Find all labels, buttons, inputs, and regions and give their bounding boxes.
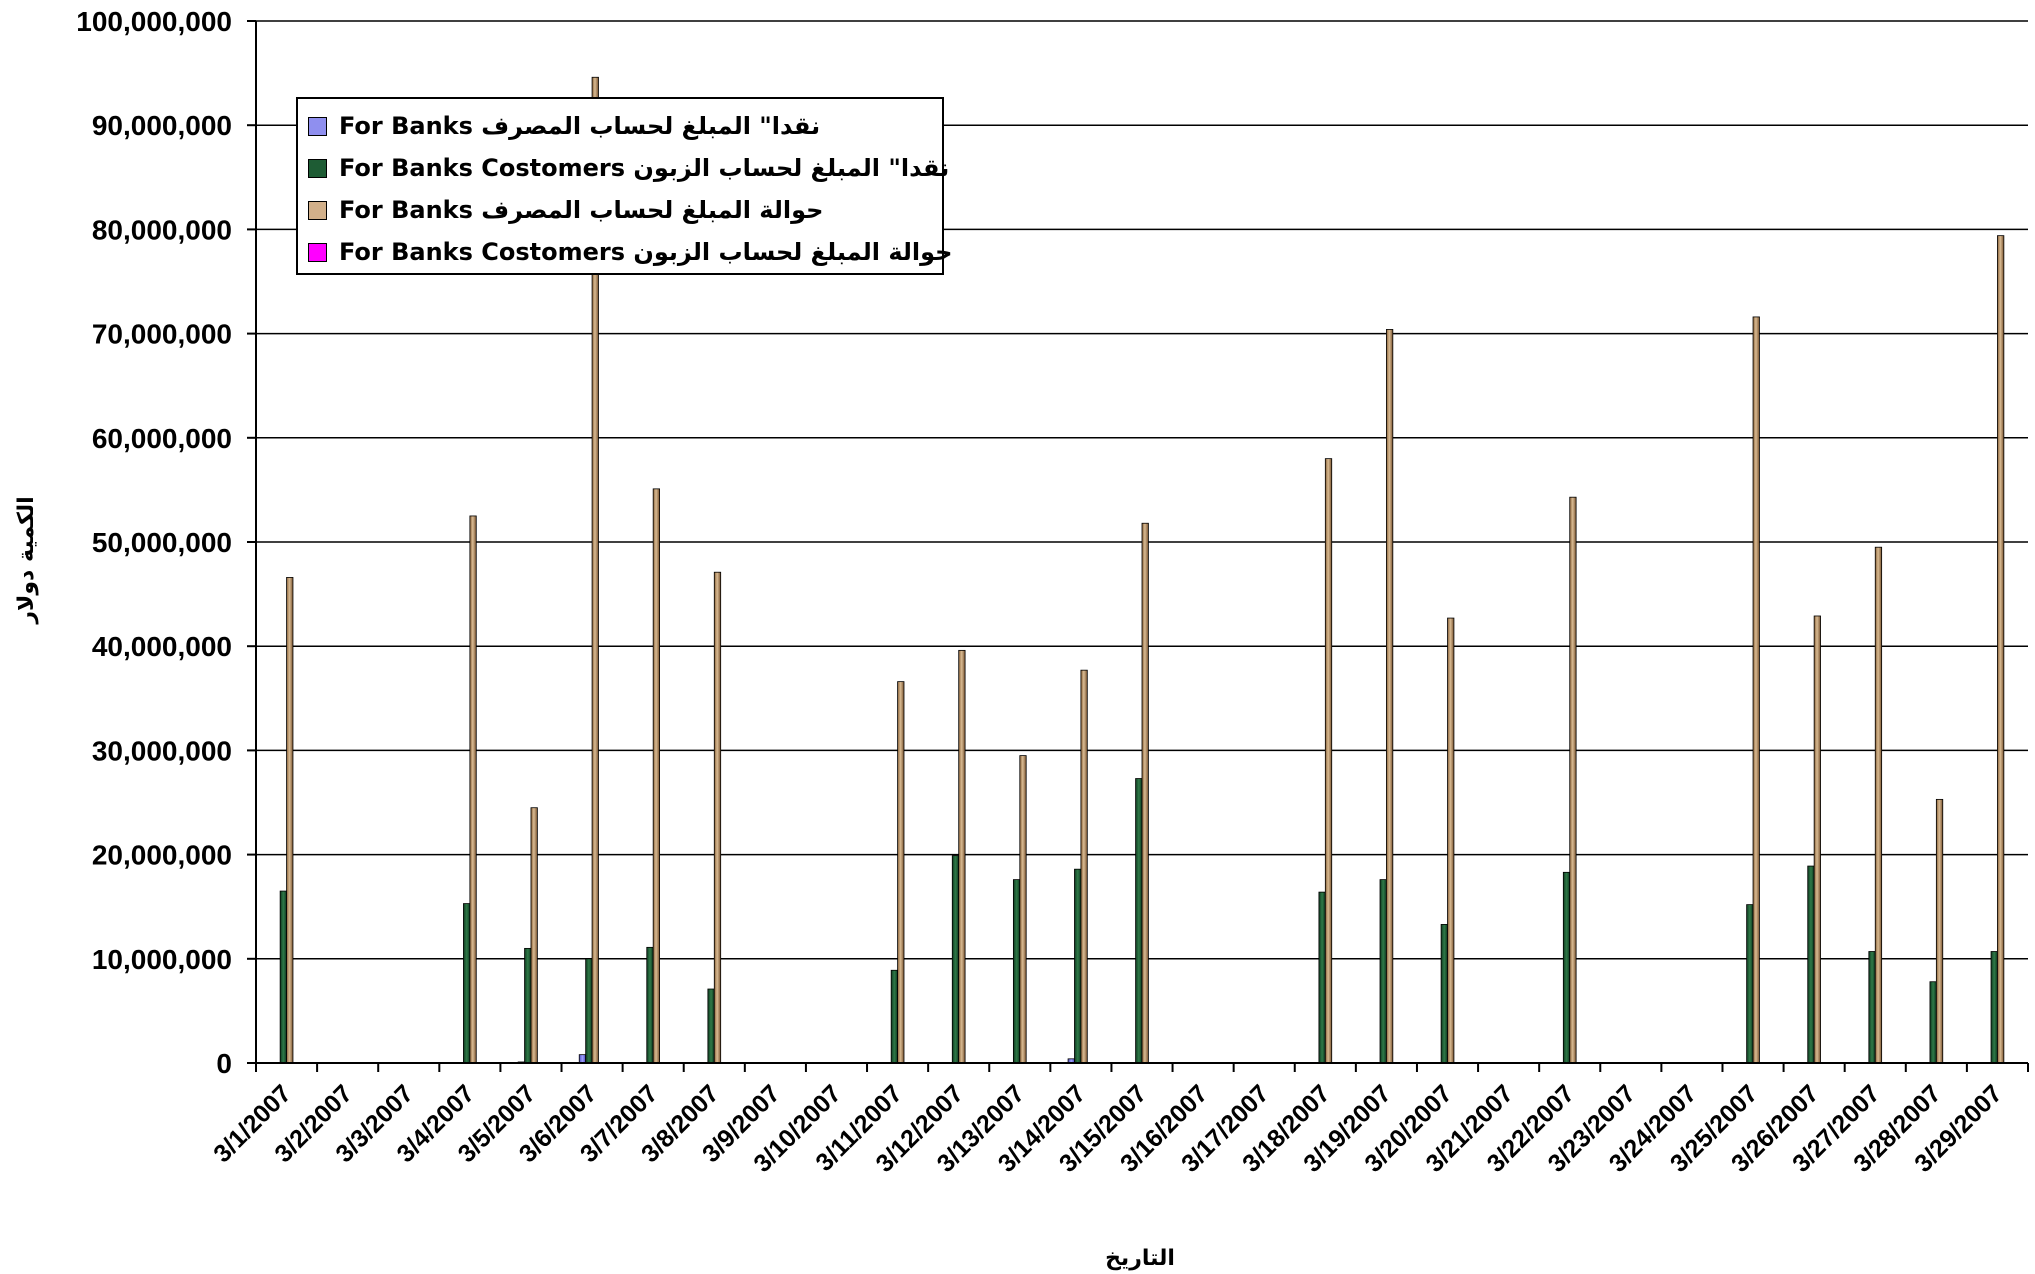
bar-2-3-15-2007 <box>1135 778 1143 1064</box>
legend-item: نقدا" المبلغ لحساب الزبون For Banks Cost… <box>308 147 949 189</box>
bar-3-3-7-2007 <box>652 488 660 1064</box>
bar-3-3-15-2007 <box>1141 522 1149 1064</box>
bar-2-3-18-2007 <box>1318 891 1326 1064</box>
legend-swatch <box>308 242 327 262</box>
axes <box>255 21 2028 1064</box>
legend-item: نقدا" المبلغ لحساب المصرف For Banks <box>308 105 932 147</box>
y-axis-ticks: 0 10,000,000 20,000,000 30,000,000 40,000,00… <box>76 6 256 1079</box>
bar-2-3-4-2007 <box>463 903 471 1064</box>
bar-3-3-18-2007 <box>1324 458 1333 1064</box>
bar-2-3-1-2007 <box>279 890 287 1064</box>
y-tick-label: 20,000,000 <box>92 840 232 871</box>
bar-3-3-8-2007 <box>713 571 722 1064</box>
y-tick-label: 10,000,000 <box>92 944 232 975</box>
bar-3-3-5-2007 <box>530 807 538 1064</box>
bar-3-3-13-2007 <box>1019 755 1027 1064</box>
y-tick-label: 0 <box>216 1048 232 1079</box>
legend-label: حوالة المبلغ لحساب الزبون For Banks Cost… <box>339 238 953 266</box>
bar-2-3-5-2007 <box>524 947 532 1064</box>
bar-3-3-12-2007 <box>958 649 966 1064</box>
bar-2-3-7-2007 <box>646 946 654 1064</box>
bars <box>279 76 2005 1064</box>
y-tick-label: 40,000,000 <box>92 631 232 662</box>
y-tick-label: 100,000,000 <box>76 6 232 37</box>
bar-2-3-28-2007 <box>1929 981 1937 1064</box>
bar-2-3-25-2007 <box>1746 904 1754 1064</box>
bar-2-3-13-2007 <box>1012 879 1021 1064</box>
legend-swatch <box>308 116 327 136</box>
bar-3-3-11-2007 <box>897 681 905 1064</box>
bar-3-3-20-2007 <box>1447 617 1455 1064</box>
bar-3-3-27-2007 <box>1874 546 1883 1064</box>
y-tick-label: 80,000,000 <box>92 214 232 245</box>
bar-2-3-20-2007 <box>1440 924 1448 1064</box>
y-axis-title: الكمية دولار <box>14 496 39 624</box>
y-tick-label: 50,000,000 <box>92 527 232 558</box>
bar-1-3-6-2007 <box>578 1054 587 1064</box>
bar-2-3-12-2007 <box>951 855 960 1064</box>
bar-3-3-19-2007 <box>1386 329 1394 1064</box>
bar-2-3-27-2007 <box>1868 951 1876 1064</box>
legend-label: نقدا" المبلغ لحساب الزبون For Banks Cost… <box>339 154 950 182</box>
bar-3-3-26-2007 <box>1813 615 1821 1064</box>
y-tick-label: 60,000,000 <box>92 423 232 454</box>
bar-2-3-22-2007 <box>1562 871 1571 1064</box>
legend-item: حوالة المبلغ لحساب المصرف For Banks <box>308 189 932 231</box>
bar-3-3-25-2007 <box>1752 316 1760 1064</box>
x-axis-ticks: 3/1/20073/2/20073/3/20073/4/20073/5/2007… <box>208 1063 2029 1178</box>
bar-3-3-14-2007 <box>1080 669 1088 1064</box>
y-tick-label: 30,000,000 <box>92 735 232 766</box>
bar-2-3-8-2007 <box>707 988 715 1064</box>
legend-label: نقدا" المبلغ لحساب المصرف For Banks <box>339 112 821 140</box>
y-tick-label: 90,000,000 <box>92 110 232 141</box>
bar-2-3-19-2007 <box>1379 879 1387 1064</box>
legend-swatch <box>308 200 327 220</box>
x-axis-title: التاريخ <box>1105 1246 1175 1271</box>
legend-swatch <box>308 158 327 178</box>
bar-3-3-22-2007 <box>1569 496 1577 1064</box>
legend: نقدا" المبلغ لحساب المصرف For Banks نقدا"… <box>296 97 952 275</box>
bar-2-3-11-2007 <box>890 969 898 1064</box>
y-tick-label: 70,000,000 <box>92 319 232 350</box>
bar-3-3-28-2007 <box>1935 798 1944 1064</box>
bar-2-3-14-2007 <box>1074 868 1082 1064</box>
bar-2-3-26-2007 <box>1807 865 1815 1064</box>
bar-3-3-1-2007 <box>286 577 294 1064</box>
legend-label: حوالة المبلغ لحساب المصرف For Banks <box>339 196 824 224</box>
bar-3-3-4-2007 <box>469 515 477 1064</box>
bar-3-3-29-2007 <box>1997 235 2005 1064</box>
bar-2-3-29-2007 <box>1990 951 1998 1064</box>
bar-2-3-6-2007 <box>585 958 593 1064</box>
legend-item: حوالة المبلغ لحساب الزبون For Banks Cost… <box>308 231 952 273</box>
